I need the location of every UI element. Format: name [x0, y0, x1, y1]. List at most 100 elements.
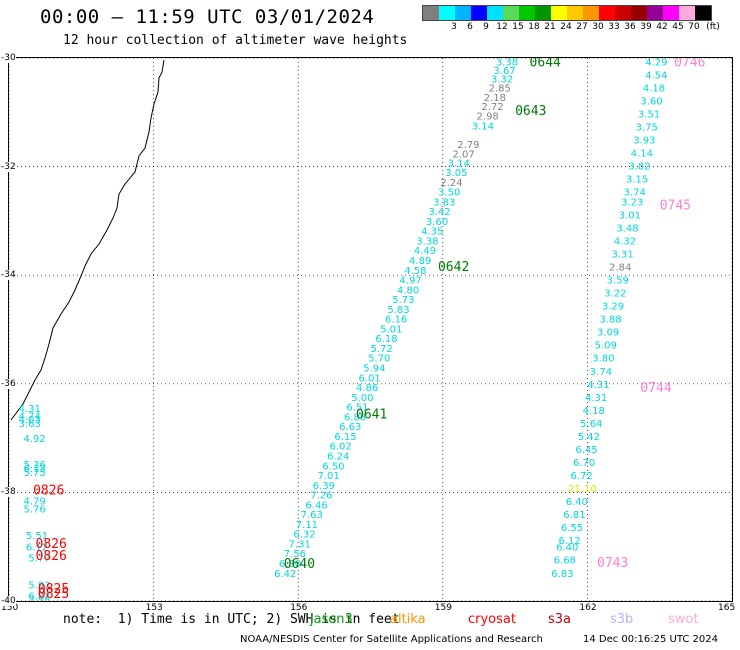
track-time-label: 0743 [597, 556, 628, 571]
legend-swatch [535, 6, 551, 20]
wave-height-value: 4.03 [19, 415, 41, 426]
legend-label: 15 [512, 22, 524, 32]
color-legend: 3 6 9 12 15 18 21 24 27 30 33 36 39 42 45 70 (ft) [422, 5, 720, 35]
legend-swatch [663, 6, 679, 20]
wave-height-value: 3.60 [426, 217, 448, 228]
wave-height-value: 4.92 [23, 434, 45, 445]
wave-height-value: 5.51 [26, 531, 48, 542]
wave-height-value: 3.74 [590, 367, 612, 378]
legend-swatch [423, 6, 439, 20]
longitude-tick-label: 153 [145, 603, 163, 613]
wave-height-value: 3.48 [616, 223, 638, 234]
longitude-tick-label: 162 [579, 603, 597, 613]
track-time-label: 0826 [36, 537, 67, 552]
graticule [9, 58, 732, 601]
footer-note: note: 1) Time is in UTC; 2) SWH is in fe… [63, 612, 400, 627]
wave-height-value: 3.15 [626, 175, 648, 186]
legend-color-bar [422, 5, 712, 21]
wave-height-value: 3.63 [19, 419, 41, 430]
wave-height-value: 3.60 [640, 96, 662, 107]
longitude-tick-label: 165 [718, 603, 736, 613]
wave-height-value: 3.14 [472, 121, 494, 132]
longitude-tick-label: 150 [1, 603, 19, 613]
legend-label: 27 [576, 22, 588, 32]
wave-height-value: 4.80 [397, 285, 419, 296]
legend-label: 24 [560, 22, 572, 32]
latitude-tick-label: -40 [1, 596, 16, 606]
wave-height-value: 3.23 [621, 197, 643, 208]
wave-height-value: 5.70 [368, 354, 390, 365]
page-subtitle: 12 hour collection of altimeter wave hei… [63, 33, 408, 48]
wave-height-value: 6.51 [346, 403, 368, 414]
legend-swatch [455, 6, 471, 20]
satellite-legend-item: s3a [548, 612, 572, 627]
wave-height-value: 2.07 [452, 150, 474, 161]
wave-height-value: 5.72 [371, 344, 393, 355]
wave-height-value: 3.01 [619, 210, 641, 221]
wave-height-value: 5.09 [595, 341, 617, 352]
wave-height-value: 5.92 [28, 581, 50, 592]
wave-height-value: 6.13 [23, 464, 45, 475]
track-time-label: 0641 [356, 408, 387, 423]
wave-height-value: 21.10 [568, 484, 597, 495]
legend-swatch [615, 6, 631, 20]
legend-swatch [551, 6, 567, 20]
credit-text: NOAA/NESDIS Center for Satellite Applica… [240, 634, 543, 645]
wave-height-value: 4.18 [583, 406, 605, 417]
latitude-tick-label: -38 [1, 487, 16, 498]
wave-height-value: 4.32 [614, 236, 636, 247]
legend-label: 70 [688, 22, 700, 32]
wave-height-value: 6.70 [573, 458, 595, 469]
wave-height-value: 5.73 [392, 295, 414, 306]
wave-height-value: 4.31 [19, 404, 41, 415]
wave-height-value: 3.75 [636, 122, 658, 133]
track-time-label: 0644 [530, 58, 561, 70]
wave-height-value: 3.51 [638, 109, 660, 120]
wave-height-value: 3.67 [493, 66, 515, 77]
track-time-label: 0643 [515, 104, 546, 119]
wave-height-value: 3.38 [496, 58, 518, 68]
wave-height-value: 3.09 [597, 328, 619, 339]
wave-height-value: 7.11 [296, 520, 318, 531]
wave-height-value: 6.45 [575, 445, 597, 456]
wave-height-value: 6.55 [561, 523, 583, 534]
legend-label: 33 [608, 22, 620, 32]
wave-height-value: 3.83 [433, 197, 455, 208]
wave-height-value: 3.32 [491, 75, 513, 86]
legend-label: 21 [544, 22, 556, 32]
wave-height-value: 6.24 [327, 451, 349, 462]
wave-height-value: 2.72 [481, 102, 503, 113]
wave-height-value: 5.76 [23, 505, 45, 516]
latitude-tick-label: -34 [1, 270, 16, 281]
wave-height-value: 3.88 [599, 315, 621, 326]
wave-height-value: 6.32 [293, 530, 315, 541]
wave-height-value: 5.83 [387, 305, 409, 316]
track-time-label: 0825 [38, 582, 69, 597]
wave-height-value: 3.22 [604, 289, 626, 300]
satellite-legend-item: altika [390, 612, 426, 627]
wave-height-value: 6.81 [563, 510, 585, 521]
wave-height-value: 6.15 [334, 432, 356, 443]
wave-height-value: 2.24 [440, 178, 462, 189]
legend-label: 45 [672, 22, 684, 32]
latitude-tick-label: -30 [1, 53, 16, 63]
satellite-legend-item: swot [668, 612, 699, 627]
wave-height-value: 3.31 [612, 249, 634, 260]
wave-height-value: 3.42 [428, 207, 450, 218]
wave-height-value: 3.93 [633, 135, 655, 146]
wave-height-value: 3.74 [624, 188, 646, 199]
wave-height-value: 2.79 [457, 140, 479, 151]
legend-swatch [631, 6, 647, 20]
legend-swatch [439, 6, 455, 20]
wave-height-value: 4.58 [404, 266, 426, 277]
wave-height-value: 3.05 [445, 168, 467, 179]
wave-height-value: 6.46 [305, 500, 327, 511]
satellite-legend-item: s3b [610, 612, 634, 627]
legend-swatch [695, 6, 711, 20]
legend-swatch [487, 6, 503, 20]
legend-label: 6 [467, 22, 473, 32]
wave-height-value: 6.63 [339, 422, 361, 433]
legend-labels: 3 6 9 12 15 18 21 24 27 30 33 36 39 42 45 70 (ft) [422, 21, 720, 35]
generated-timestamp: 14 Dec 00:16:25 UTC 2024 [583, 634, 718, 645]
wave-height-value: 3.59 [607, 276, 629, 287]
